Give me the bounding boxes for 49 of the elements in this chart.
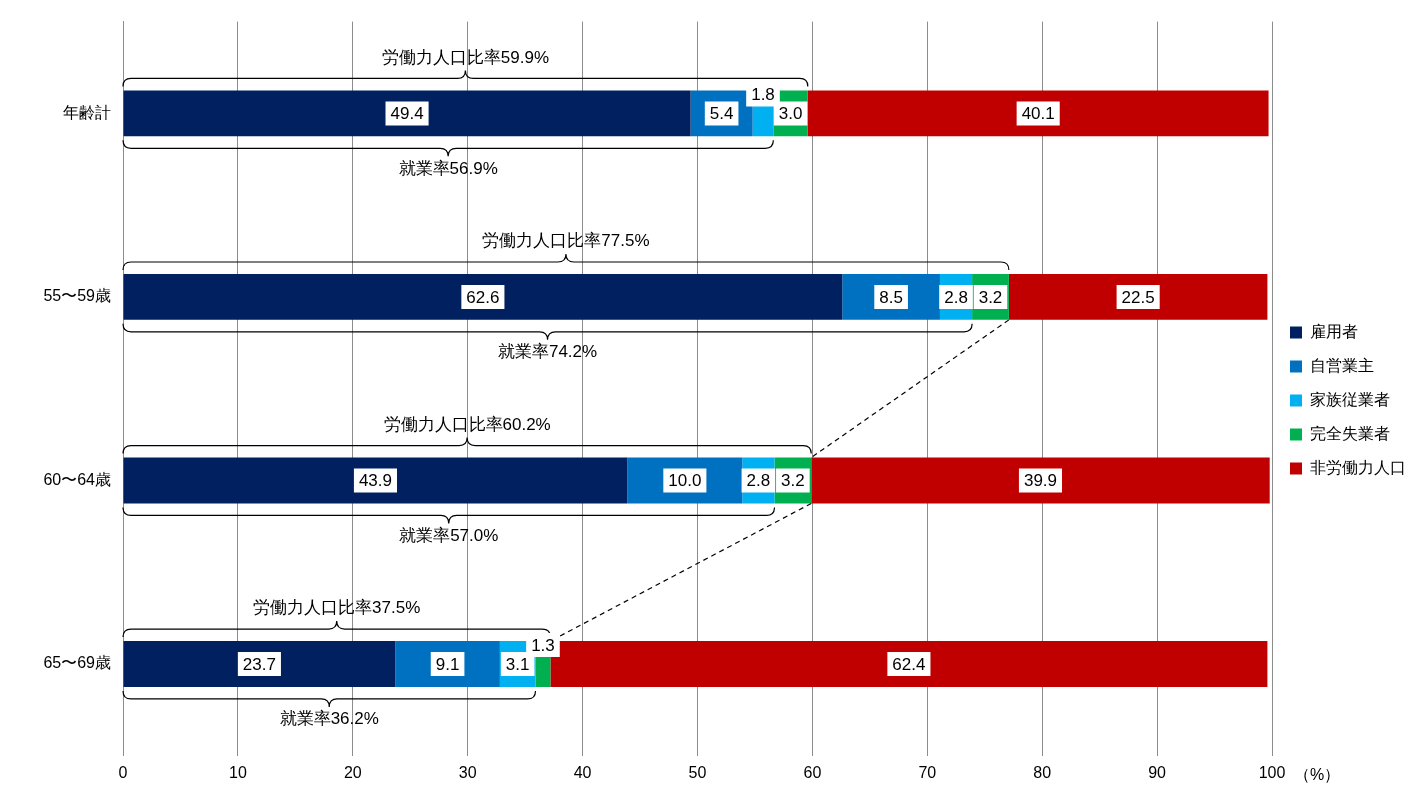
data-label: 5.4 <box>709 104 734 124</box>
data-label: 3.0 <box>778 104 803 124</box>
data-label: 3.2 <box>978 287 1003 307</box>
x-tick-label: 30 <box>458 763 477 781</box>
legend-label: 非労働力人口 <box>1310 458 1406 476</box>
x-tick-label: 70 <box>918 763 937 781</box>
data-label: 9.1 <box>435 654 460 674</box>
data-label: 2.8 <box>746 471 771 491</box>
x-tick-label: 20 <box>343 763 362 781</box>
data-label: 8.5 <box>879 287 903 307</box>
data-label: 49.4 <box>390 104 424 124</box>
x-tick-label: 50 <box>688 763 707 781</box>
annotation: 労働力人口比率37.5% <box>253 598 421 618</box>
annotation: 就業率57.0% <box>399 525 499 545</box>
y-tick-label: 60〜64歳 <box>43 470 111 488</box>
x-tick-label: 40 <box>573 763 592 781</box>
x-tick-label: 90 <box>1148 763 1167 781</box>
data-label: 3.2 <box>781 471 805 491</box>
data-label: 1.3 <box>531 635 555 655</box>
x-tick-label: 60 <box>803 763 822 781</box>
x-tick-label: 80 <box>1033 763 1052 781</box>
data-label: 40.1 <box>1021 104 1055 124</box>
annotation: 労働力人口比率60.2% <box>383 414 551 434</box>
legend-label: 完全失業者 <box>1310 424 1390 442</box>
x-tick-label: 0 <box>118 763 128 781</box>
y-tick-label: 65〜69歳 <box>43 654 111 672</box>
data-label: 10.0 <box>668 471 702 491</box>
data-label: 23.7 <box>242 654 276 674</box>
data-label: 62.4 <box>892 654 926 674</box>
legend-label: 雇用者 <box>1310 322 1358 340</box>
data-label: 39.9 <box>1023 471 1058 491</box>
annotation: 就業率56.9% <box>398 158 498 178</box>
annotation: 労働力人口比率59.9% <box>381 47 549 67</box>
legend-label: 自営業主 <box>1310 356 1374 374</box>
y-tick-label: 55〜59歳 <box>43 287 111 305</box>
x-tick-label: 10 <box>229 763 247 781</box>
data-label: 1.8 <box>751 85 775 105</box>
data-label: 3.1 <box>505 654 530 674</box>
data-label: 2.8 <box>944 287 968 307</box>
x-axis-title: （%） <box>1294 766 1341 784</box>
annotation: 就業率36.2% <box>279 709 379 729</box>
data-label: 43.9 <box>358 471 392 491</box>
data-label: 62.6 <box>466 287 500 307</box>
y-tick-label: 年齢計 <box>63 103 111 121</box>
legend-label: 家族従業者 <box>1310 390 1390 408</box>
annotation: 労働力人口比率77.5% <box>482 231 650 251</box>
x-tick-label: 100 <box>1258 763 1286 781</box>
annotation: 就業率74.2% <box>497 342 598 362</box>
data-label: 22.5 <box>1121 287 1155 307</box>
